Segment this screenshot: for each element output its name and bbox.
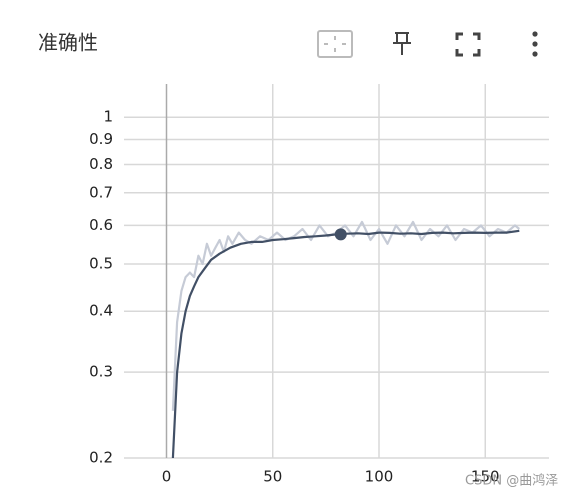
y-tick-label: 1 [103,108,113,126]
y-tick-label: 0.6 [89,216,113,234]
series-line [171,229,520,459]
y-tick-label: 0.4 [89,302,113,320]
y-tick-label: 0.2 [89,449,113,467]
pin-icon[interactable] [393,32,411,55]
chart-title: 准确性 [38,31,98,55]
menu-icon[interactable] [532,31,538,57]
y-tick-label: 0.8 [89,155,113,173]
y-tick-label: 0.3 [89,363,113,381]
x-tick-label: 150 [471,468,500,486]
hover-point [334,228,347,241]
fit-icon[interactable] [317,30,353,58]
y-tick-label: 0.5 [89,254,113,272]
y-tick-label: 0.7 [89,183,113,201]
y-tick-label: 0.9 [89,130,113,148]
watermark: CSDN @曲鸿泽 [465,473,558,489]
fullscreen-icon[interactable] [455,32,481,57]
x-tick-label: 0 [162,468,172,486]
series-line [171,220,521,411]
x-tick-label: 100 [365,468,394,486]
x-tick-label: 50 [263,468,282,486]
